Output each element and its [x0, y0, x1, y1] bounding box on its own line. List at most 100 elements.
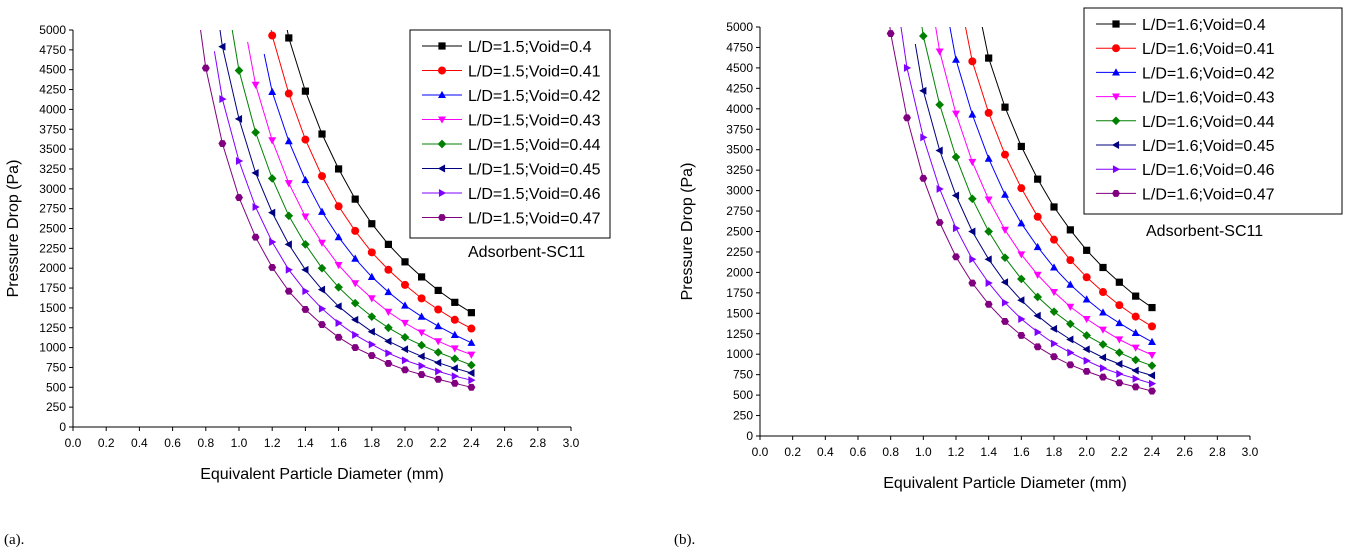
- y-tick-label: 1000: [39, 341, 66, 355]
- data-point: [434, 322, 443, 330]
- series-6: [218, 30, 475, 377]
- data-point: [1131, 383, 1140, 391]
- data-point: [968, 158, 977, 167]
- data-point: [284, 287, 293, 295]
- legend-label: L/D=1.6;Void=0.47: [1142, 186, 1275, 203]
- data-point: [351, 254, 360, 262]
- data-point: [1131, 366, 1139, 375]
- data-point: [1115, 301, 1124, 310]
- data-point: [384, 240, 392, 248]
- data-point: [467, 369, 475, 377]
- x-tick-label: 1.0: [915, 445, 932, 459]
- y-tick-label: 4750: [39, 43, 66, 57]
- data-point: [351, 226, 360, 235]
- data-point: [384, 308, 393, 317]
- series-line: [921, 27, 1153, 367]
- data-point: [968, 227, 976, 236]
- data-point: [984, 108, 993, 117]
- data-point: [235, 194, 243, 201]
- data-point: [384, 323, 393, 333]
- data-point: [984, 196, 993, 204]
- data-point: [1132, 374, 1140, 383]
- y-tick-label: 750: [733, 368, 753, 382]
- y-tick-label: 2250: [39, 241, 66, 255]
- data-point: [435, 367, 443, 376]
- y-tick-label: 1250: [39, 321, 66, 335]
- x-tick-label: 1.8: [1046, 445, 1063, 459]
- data-point: [1017, 296, 1025, 305]
- x-tick-label: 2.2: [430, 436, 447, 450]
- data-point: [450, 345, 459, 353]
- data-point: [919, 174, 928, 182]
- data-point: [284, 211, 294, 221]
- legend-marker: [438, 116, 446, 124]
- data-point: [969, 255, 977, 264]
- series-8: [200, 30, 476, 391]
- data-point: [919, 31, 928, 41]
- legend-marker: [438, 189, 447, 197]
- x-tick-label: 0.4: [817, 445, 834, 459]
- series-1: [981, 27, 1156, 312]
- y-tick-label: 4250: [39, 83, 66, 97]
- data-point: [384, 265, 393, 274]
- data-point: [1148, 337, 1156, 345]
- data-point: [1082, 315, 1091, 324]
- data-point: [334, 282, 343, 292]
- data-point: [318, 304, 327, 313]
- data-point: [317, 285, 326, 294]
- data-point: [968, 57, 977, 66]
- data-point: [334, 261, 343, 270]
- data-point: [951, 152, 961, 162]
- series-line: [949, 27, 1153, 343]
- data-point: [450, 354, 460, 364]
- legend-marker: [1112, 20, 1120, 28]
- data-point: [335, 319, 343, 327]
- legend-box: [1083, 7, 1343, 215]
- series-7: [213, 51, 476, 385]
- data-point: [1148, 351, 1156, 360]
- data-point: [467, 360, 476, 370]
- legend-label: L/D=1.5;Void=0.4: [468, 39, 592, 56]
- chart-a-svg: 0.0 0.2 0.4 0.6 0.8 1.0 1.2 1.4 1.6 1.8 2.0 2.2 2.4 2…: [5, 23, 611, 483]
- data-point: [268, 31, 277, 40]
- series-1: [285, 30, 475, 317]
- data-point: [384, 287, 393, 296]
- data-point: [1082, 295, 1091, 303]
- y-tick-label: 4000: [726, 102, 753, 116]
- data-point: [219, 95, 227, 104]
- series-2: [964, 27, 1156, 331]
- data-point: [1099, 326, 1107, 334]
- x-tick-label: 1.4: [980, 445, 997, 459]
- y-tick-label: 3250: [39, 162, 66, 176]
- data-point: [467, 309, 475, 317]
- data-point: [968, 279, 977, 287]
- data-point: [1148, 322, 1156, 331]
- data-point: [401, 258, 409, 266]
- data-point: [1082, 345, 1090, 354]
- data-point: [1049, 324, 1058, 333]
- data-point: [351, 315, 359, 324]
- data-point: [1148, 379, 1157, 388]
- legend-label: L/D=1.5;Void=0.41: [468, 64, 601, 81]
- data-point: [268, 87, 277, 95]
- data-point: [367, 312, 377, 321]
- data-point: [417, 294, 426, 303]
- data-point: [1001, 298, 1010, 307]
- y-tick-label: 3000: [726, 184, 753, 198]
- data-point: [952, 110, 960, 118]
- data-point: [301, 87, 309, 95]
- data-point: [301, 240, 310, 249]
- data-point: [268, 137, 277, 145]
- x-tick-label: 0.0: [65, 436, 82, 450]
- legend-label: L/D=1.6;Void=0.42: [1142, 65, 1275, 82]
- x-tick-label: 0.6: [164, 436, 181, 450]
- data-point: [1098, 340, 1108, 349]
- y-tick-label: 250: [733, 409, 753, 423]
- data-point: [268, 263, 277, 271]
- data-point: [234, 66, 244, 75]
- data-point: [903, 63, 912, 72]
- x-tick-label: 0.8: [882, 445, 899, 459]
- data-point: [434, 358, 442, 367]
- x-axis-title: Equivalent Particle Diameter (mm): [883, 475, 1127, 492]
- legend-marker: [1112, 93, 1120, 101]
